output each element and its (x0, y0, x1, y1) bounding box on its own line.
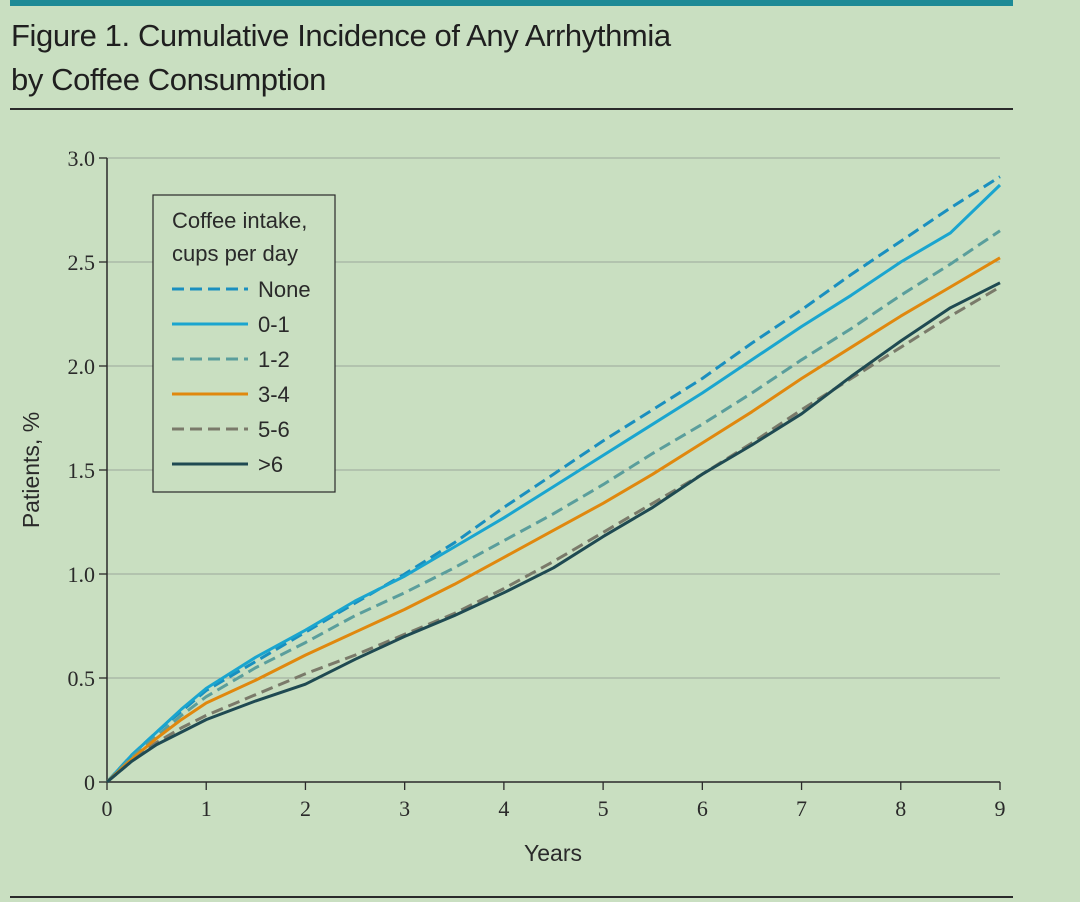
axes: 0 0.5 1.0 1.5 2.0 2.5 3.0 0 1 2 3 4 5 6 7 8 9 (68, 146, 1006, 821)
series-lines (105, 175, 1002, 784)
series-line-None (105, 175, 1001, 784)
legend-label-3-4: 3-4 (258, 382, 290, 407)
y-axis-label: Patients, % (18, 412, 44, 528)
y-tick-label: 1.0 (68, 562, 96, 587)
figure-title-line2: by Coffee Consumption (11, 62, 326, 97)
x-tick-label: 0 (102, 796, 113, 821)
legend-label-1-2: 1-2 (258, 347, 290, 372)
title-divider (10, 108, 1013, 110)
x-tick-label: 5 (598, 796, 609, 821)
series-line-0-1 (105, 183, 1002, 784)
legend-label-5-6: 5-6 (258, 417, 290, 442)
series-line-1-2 (105, 229, 1001, 784)
x-tick-label: 3 (399, 796, 410, 821)
y-tick-label: 2.0 (68, 354, 96, 379)
y-tick-label: 0 (84, 770, 95, 795)
bottom-divider (10, 896, 1013, 898)
y-tick-label: 0.5 (68, 666, 96, 691)
legend-title-line2: cups per day (172, 241, 298, 266)
legend-label-0-1: 0-1 (258, 312, 290, 337)
x-tick-label: 8 (895, 796, 906, 821)
x-tick-label: 2 (300, 796, 311, 821)
x-axis-label: Years (524, 840, 582, 866)
legend: Coffee intake, cups per day None 0-1 1-2 3-4 5… (152, 194, 336, 493)
series-line-3-4 (105, 256, 1001, 784)
x-tick-label: 6 (697, 796, 708, 821)
x-tick-label: 4 (498, 796, 509, 821)
y-tick-label: 2.5 (68, 250, 96, 275)
legend-box (152, 194, 336, 493)
x-tick-label: 1 (201, 796, 212, 821)
x-tick-label: 7 (796, 796, 807, 821)
top-accent-band (10, 0, 1013, 6)
y-tick-label: 3.0 (68, 146, 96, 171)
figure-title: Figure 1. Cumulative Incidence of Any Ar… (11, 14, 1001, 102)
legend-label-None: None (258, 277, 311, 302)
legend-title-line1: Coffee intake, (172, 208, 307, 233)
y-tick-label: 1.5 (68, 458, 96, 483)
figure-title-line1: Figure 1. Cumulative Incidence of Any Ar… (11, 18, 671, 53)
x-tick-label: 9 (995, 796, 1006, 821)
legend-label->6: >6 (258, 452, 283, 477)
series-line->6 (106, 281, 1001, 784)
